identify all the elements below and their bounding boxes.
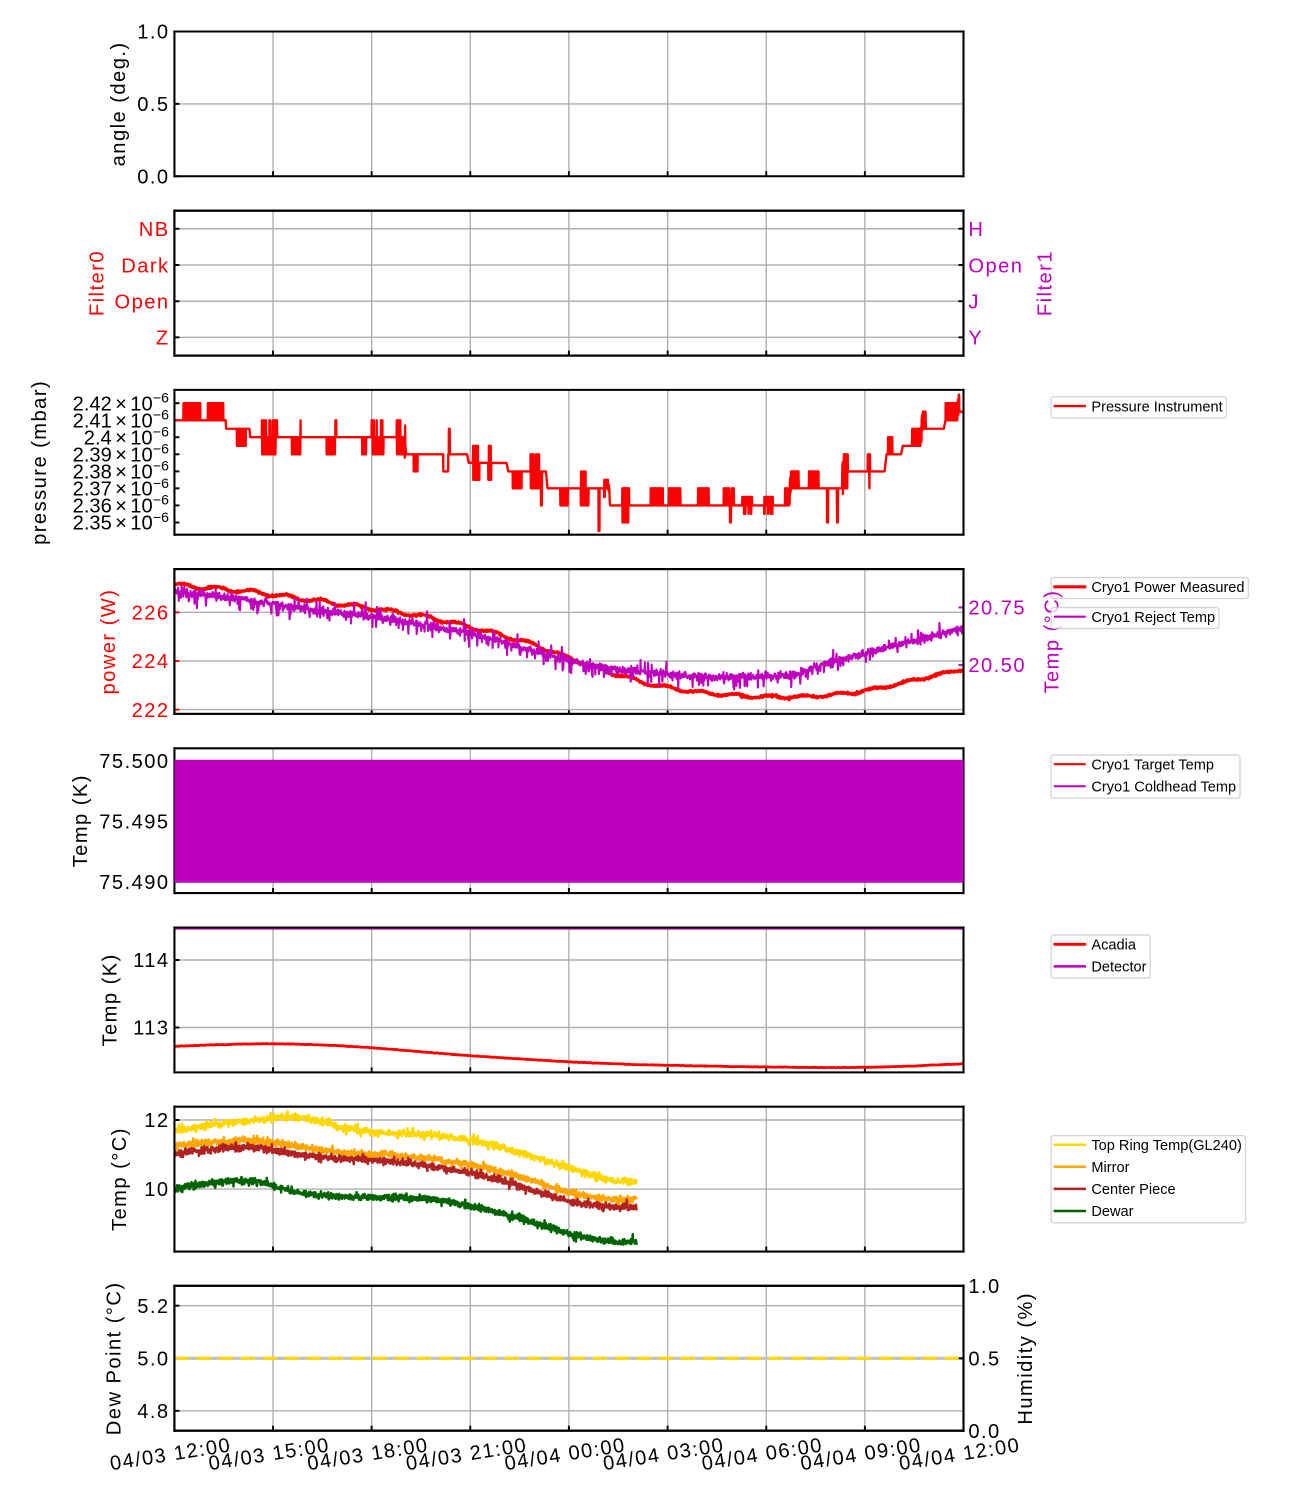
svg-text:2 . 3: 2 . 3 6 × 1 0 − 6 xyxy=(73,485,169,518)
svg-text:Open: Open xyxy=(968,255,1023,277)
svg-text:H: H xyxy=(968,219,984,241)
svg-text:0.0: 0.0 xyxy=(968,1421,1000,1443)
svg-text:224: 224 xyxy=(132,651,170,673)
svg-text:Dew Point (°C): Dew Point (°C) xyxy=(104,1281,126,1435)
svg-text:Filter1: Filter1 xyxy=(1035,250,1057,316)
svg-text:Pressure Instrument: Pressure Instrument xyxy=(1091,399,1222,415)
svg-text:10: 10 xyxy=(144,1179,169,1201)
svg-text:2 . 3: 2 . 3 8 × 1 0 − 6 xyxy=(73,451,169,484)
svg-text:Temp (K): Temp (K) xyxy=(100,953,122,1046)
svg-text:Temp (°C): Temp (°C) xyxy=(1041,590,1063,694)
svg-text:75.500: 75.500 xyxy=(99,751,169,773)
svg-text:0.0: 0.0 xyxy=(137,167,169,189)
svg-text:Temp (K): Temp (K) xyxy=(70,774,92,867)
svg-text:4.8: 4.8 xyxy=(137,1401,169,1423)
svg-text:pressure (mbar): pressure (mbar) xyxy=(29,380,51,545)
svg-text:2 . 4: 2 . 4 1 × 1 0 − 6 xyxy=(73,400,169,433)
svg-text:0.5: 0.5 xyxy=(968,1349,1000,1371)
svg-text:113: 113 xyxy=(133,1018,169,1040)
svg-text:75.495: 75.495 xyxy=(99,812,169,834)
svg-text:12: 12 xyxy=(144,1110,169,1132)
svg-text:2 . 3: 2 . 3 5 × 1 0 − 6 xyxy=(73,502,169,535)
svg-text:2 . 4: 2 . 4 × 1 0 − 6 xyxy=(84,417,169,450)
svg-text:Y: Y xyxy=(968,328,983,350)
svg-text:226: 226 xyxy=(132,603,170,625)
svg-text:Center Piece: Center Piece xyxy=(1091,1182,1175,1198)
svg-text:75.490: 75.490 xyxy=(99,872,169,894)
svg-text:power (W): power (W) xyxy=(98,589,120,695)
svg-text:J: J xyxy=(968,291,980,313)
svg-text:1.0: 1.0 xyxy=(968,1276,1000,1298)
svg-text:5.0: 5.0 xyxy=(137,1349,169,1371)
svg-text:NB: NB xyxy=(139,219,170,241)
svg-text:0.5: 0.5 xyxy=(137,94,169,116)
svg-text:Cryo1 Coldhead Temp: Cryo1 Coldhead Temp xyxy=(1091,779,1236,795)
svg-text:Detector: Detector xyxy=(1091,959,1146,975)
svg-text:5.2: 5.2 xyxy=(137,1296,169,1318)
svg-text:Filter0: Filter0 xyxy=(87,250,109,316)
svg-text:20.50: 20.50 xyxy=(968,655,1026,677)
svg-text:Temp (°C): Temp (°C) xyxy=(109,1127,131,1231)
svg-text:2 . 3: 2 . 3 9 × 1 0 − 6 xyxy=(73,434,169,467)
svg-text:Dark: Dark xyxy=(121,255,169,277)
svg-text:20.75: 20.75 xyxy=(968,598,1026,620)
svg-text:Cryo1 Target Temp: Cryo1 Target Temp xyxy=(1091,757,1214,773)
svg-text:114: 114 xyxy=(133,950,169,972)
svg-text:Cryo1 Reject Temp: Cryo1 Reject Temp xyxy=(1091,610,1215,626)
svg-text:Cryo1 Power Measured: Cryo1 Power Measured xyxy=(1091,580,1244,596)
svg-text:Z: Z xyxy=(156,328,170,350)
svg-text:1.0: 1.0 xyxy=(137,22,169,44)
svg-text:2 . 4: 2 . 4 2 × 1 0 − 6 xyxy=(73,383,169,416)
svg-text:Top Ring Temp(GL240): Top Ring Temp(GL240) xyxy=(1091,1138,1241,1154)
svg-text:Mirror: Mirror xyxy=(1091,1160,1129,1176)
svg-text:2 . 3: 2 . 3 7 × 1 0 − 6 xyxy=(73,468,169,501)
svg-text:angle (deg.): angle (deg.) xyxy=(108,41,130,166)
svg-text:Dewar: Dewar xyxy=(1091,1204,1133,1220)
svg-text:222: 222 xyxy=(132,700,170,722)
svg-text:Open: Open xyxy=(115,291,170,313)
svg-text:Humidity (%): Humidity (%) xyxy=(1015,1292,1037,1425)
svg-text:Acadia: Acadia xyxy=(1091,937,1136,953)
